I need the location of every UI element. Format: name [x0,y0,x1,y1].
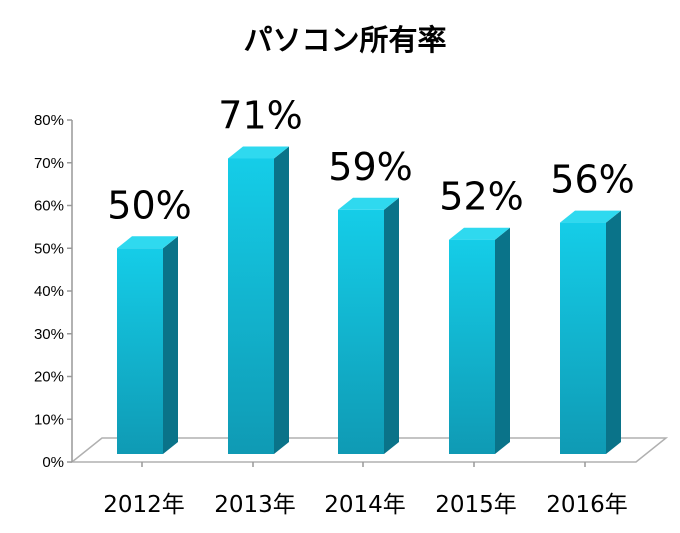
data-label: 71% [218,93,302,137]
x-tick-label: 2016年 [546,492,628,518]
y-tick-label: 60% [34,198,64,215]
bar-side-face [606,210,621,454]
y-tick-label: 10% [34,411,64,428]
y-tick-label: 80% [34,112,64,129]
y-tick-label: 30% [34,326,64,343]
bar-side-face [163,236,178,454]
y-tick-label: 40% [34,283,64,300]
chart-title: パソコン所有率 [243,23,446,57]
y-axis-ticks: 0% 10% 20% 30% 40% 50% 60% 70% 80% [34,112,72,471]
bar [338,197,399,454]
chart-floor [69,437,669,463]
bar-side-face [384,197,399,454]
y-tick-label: 0% [42,454,64,471]
bar [560,210,621,454]
x-tick-label: 2012年 [103,492,185,518]
data-label: 56% [550,158,634,202]
x-axis-ticks: 2012年 2013年 2014年 2015年 2016年 [103,462,628,518]
y-tick-label: 70% [34,155,64,172]
bar-front-face [560,222,606,454]
data-label: 52% [439,175,523,219]
bar-front-face [338,209,384,454]
bar-top-face [117,236,178,249]
bar [449,227,510,454]
bar [228,146,289,454]
data-label: 50% [107,183,191,227]
x-tick-label: 2013年 [214,492,296,518]
y-tick-label: 50% [34,240,64,257]
bar-front-face [117,248,163,454]
bar-top-face [338,197,399,210]
bar-front-face [228,158,274,454]
bar-top-face [560,210,621,223]
data-label: 59% [328,145,412,189]
bar [117,236,178,454]
bar-side-face [495,227,510,454]
x-tick-label: 2015年 [435,492,517,518]
bars: 50% 71% 59% 52% 56% [107,93,635,454]
bar-top-face [449,227,510,240]
bar-front-face [449,239,495,454]
bar-side-face [274,146,289,454]
x-tick-label: 2014年 [324,492,406,518]
y-tick-label: 20% [34,369,64,386]
bar-top-face [228,146,289,159]
